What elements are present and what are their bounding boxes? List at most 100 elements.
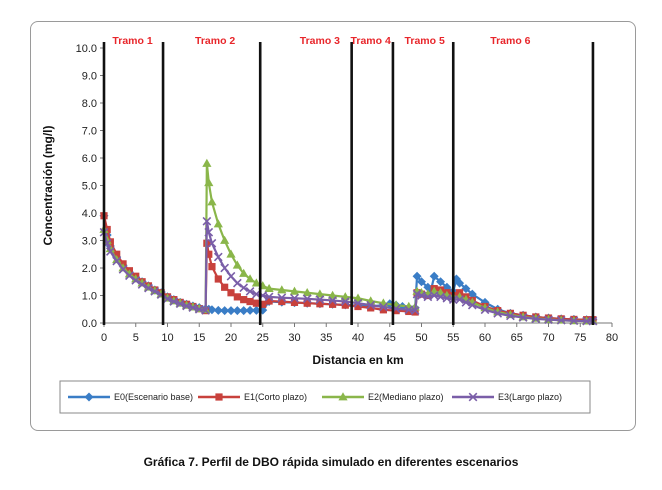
data-point — [341, 301, 349, 309]
data-point — [84, 392, 94, 402]
data-point — [302, 287, 312, 297]
data-point — [175, 299, 185, 309]
data-point — [455, 295, 464, 304]
y-tick-label: 6.0 — [82, 153, 97, 165]
data-point — [204, 227, 214, 237]
data-point — [569, 316, 579, 326]
chart-frame — [30, 21, 636, 431]
data-point — [379, 306, 387, 314]
data-point — [220, 306, 230, 316]
x-tick-label: 15 — [193, 332, 205, 344]
y-tick-label: 4.0 — [82, 208, 97, 220]
x-tick-label: 70 — [542, 332, 554, 344]
data-point — [182, 301, 191, 311]
data-point — [239, 268, 249, 277]
x-tick-label: 80 — [606, 332, 618, 344]
y-tick-label: 9.0 — [82, 71, 97, 83]
data-point — [232, 260, 242, 269]
data-point — [328, 290, 338, 299]
data-point — [220, 263, 230, 273]
x-tick-label: 55 — [447, 332, 459, 344]
data-point — [215, 393, 223, 401]
data-point — [493, 309, 503, 318]
data-point — [302, 294, 312, 304]
data-point — [329, 300, 337, 308]
x-tick-label: 35 — [320, 332, 332, 344]
x-tick-label: 10 — [161, 332, 173, 344]
data-point — [315, 289, 325, 298]
data-point — [366, 300, 376, 310]
data-point — [506, 311, 515, 321]
data-point — [226, 271, 236, 281]
data-point — [340, 297, 350, 306]
data-point — [367, 304, 375, 312]
data-point — [204, 177, 214, 187]
data-point — [124, 269, 134, 278]
y-tick-label: 10.0 — [76, 43, 97, 55]
x-tick-label: 0 — [101, 332, 107, 344]
data-point — [412, 271, 422, 281]
data-point — [251, 305, 261, 315]
data-point — [544, 315, 553, 325]
y-axis-label: Concentración (mg/l) — [41, 125, 55, 245]
y-tick-label: 2.0 — [82, 263, 97, 275]
data-point — [556, 315, 566, 325]
data-point — [289, 286, 300, 295]
data-point — [531, 314, 541, 324]
x-tick-label: 30 — [288, 332, 300, 344]
data-point — [113, 250, 121, 258]
data-point — [278, 297, 286, 306]
data-point — [259, 300, 267, 308]
x-tick-label: 40 — [352, 332, 364, 344]
data-point — [131, 276, 141, 285]
data-point — [207, 305, 217, 315]
data-point — [246, 297, 254, 306]
data-point — [226, 306, 236, 316]
legend-entry: E3(Largo plazo) — [498, 392, 562, 402]
legend-entry: E1(Corto plazo) — [244, 392, 307, 402]
data-point — [417, 291, 426, 300]
data-point — [232, 306, 242, 316]
data-point — [163, 294, 172, 304]
x-tick-label: 60 — [479, 332, 491, 344]
tramo-label: Tramo 3 — [300, 35, 340, 47]
data-point — [277, 293, 287, 303]
data-point — [429, 291, 439, 300]
data-point — [436, 277, 446, 287]
data-point — [410, 306, 420, 315]
data-point — [220, 235, 230, 244]
data-point — [105, 247, 115, 256]
tramo-label: Tramo 6 — [490, 35, 530, 47]
data-point — [245, 287, 255, 296]
data-point — [480, 305, 490, 315]
data-point — [379, 302, 388, 312]
data-point — [277, 285, 287, 294]
x-tick-label: 45 — [384, 332, 396, 344]
data-point — [227, 289, 235, 297]
tramo-label: Tramo 4 — [351, 35, 391, 47]
data-point — [112, 256, 122, 266]
data-point — [353, 293, 363, 302]
y-tick-label: 3.0 — [82, 236, 97, 248]
data-point — [290, 293, 299, 303]
x-tick-label: 50 — [415, 332, 427, 344]
data-point — [207, 197, 217, 206]
y-tick-label: 8.0 — [82, 98, 97, 110]
data-point — [461, 284, 471, 294]
data-point — [328, 296, 337, 305]
data-point — [405, 307, 413, 316]
data-point — [232, 278, 242, 288]
data-point — [137, 278, 147, 287]
data-point — [264, 292, 274, 302]
data-point — [290, 298, 299, 306]
y-tick-label: 1.0 — [82, 291, 97, 303]
data-point — [205, 250, 213, 258]
data-point — [442, 293, 452, 303]
data-point — [118, 263, 128, 272]
data-point — [411, 308, 419, 316]
data-point — [239, 306, 249, 316]
tramo-label: Tramo 1 — [112, 35, 152, 47]
data-point — [303, 299, 311, 307]
data-point — [233, 293, 241, 301]
data-point — [201, 305, 210, 315]
